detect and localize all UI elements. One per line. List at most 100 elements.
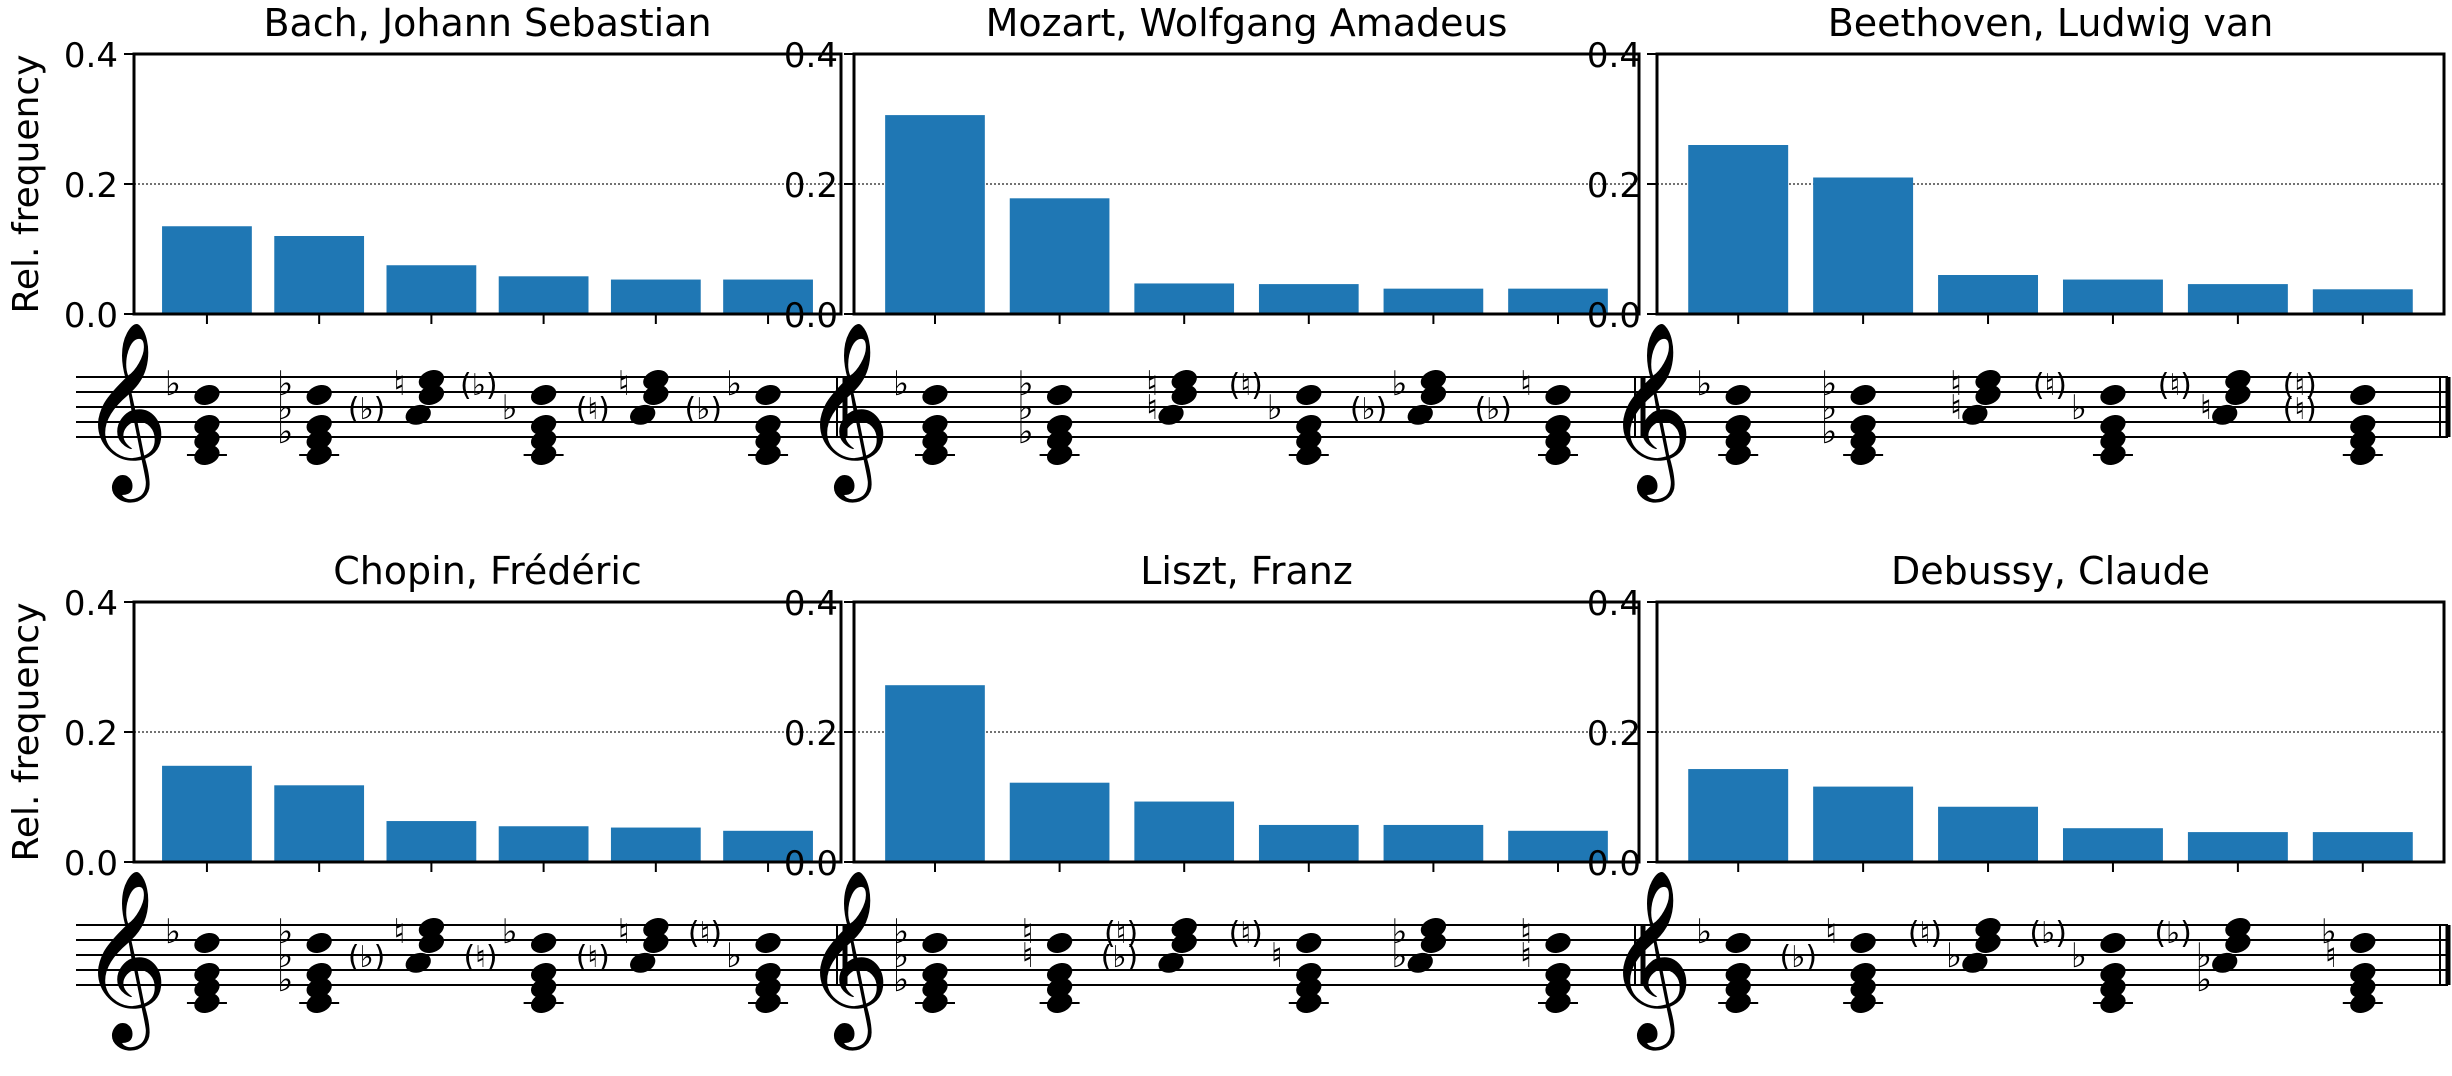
natural-icon: ♮ (393, 912, 405, 952)
flat-icon: ♭ (277, 912, 293, 952)
chord: ♭(♮) (463, 912, 564, 1013)
notehead (530, 385, 557, 405)
notehead (2350, 385, 2376, 405)
notehead (405, 404, 431, 425)
natural-icon: (♮) (688, 916, 722, 951)
notehead (1725, 978, 1751, 998)
notehead (1171, 385, 1197, 405)
flat-icon: ♭ (277, 936, 293, 976)
notehead (2225, 933, 2251, 953)
notehead (1545, 415, 1571, 435)
treble-clef-icon: 𝄞 (80, 321, 169, 503)
bar (723, 279, 813, 314)
chord: ♭♭♭ (893, 912, 955, 1013)
flat-icon: (♭) (348, 940, 386, 975)
natural-icon: (♮) (1229, 916, 1263, 951)
notehead (530, 978, 557, 998)
natural-icon: ♮ (1021, 912, 1033, 952)
notehead (1850, 933, 1876, 953)
notehead (1420, 370, 1447, 390)
natural-icon: ♮ (393, 364, 405, 404)
notehead (922, 415, 948, 435)
notehead (405, 952, 431, 973)
notehead (643, 370, 669, 390)
y-axis-label: Rel. frequency (6, 603, 47, 862)
y-tick-label: 0.2 (784, 166, 838, 206)
bar (2187, 832, 2288, 862)
flat-icon: ♭ (1821, 388, 1837, 428)
flat-icon: ♭ (1391, 912, 1407, 952)
notehead (2100, 933, 2126, 953)
flat-icon: (♭) (1474, 392, 1512, 427)
notehead (194, 430, 220, 450)
axes-frame (852, 600, 1641, 864)
bar (1258, 284, 1359, 314)
flat-icon: ♭ (893, 364, 909, 404)
chord: (♮)(♭) (1101, 916, 1197, 975)
natural-icon: (♮) (2033, 368, 2067, 403)
flat-icon: ♭ (165, 364, 181, 404)
chord: ♮♮ (1520, 912, 1579, 1013)
flat-icon: ♭ (1946, 936, 1962, 976)
notehead (922, 963, 948, 983)
flat-icon: ♭ (1391, 936, 1407, 976)
music-staff: 𝄞 ♭♭♭♮♮(♮)(♭)(♮)♮♭♭♮♮ (798, 869, 1646, 1051)
notehead (922, 430, 948, 450)
notehead (1545, 385, 1571, 405)
natural-icon: ♮ (618, 912, 630, 952)
notehead (2100, 385, 2126, 405)
flat-icon: ♭ (1018, 364, 1034, 404)
chord: ♮(♭) (1780, 912, 1884, 1013)
notehead (1046, 978, 1073, 998)
bar (1688, 769, 1789, 862)
notehead (1962, 404, 1988, 425)
notehead (755, 430, 781, 450)
y-tick-label: 0.0 (1587, 296, 1641, 336)
chord: ♭(♭) (684, 364, 789, 465)
y-tick-label: 0.0 (64, 296, 118, 336)
flat-icon: ♭ (726, 936, 742, 976)
notehead (2350, 978, 2376, 998)
treble-clef-icon: 𝄞 (1605, 869, 1694, 1051)
notehead (1046, 963, 1073, 983)
chord: ♮♮ (1146, 364, 1197, 428)
notehead (1171, 933, 1197, 953)
chord: (♮)♭ (1908, 916, 2001, 976)
notehead (2225, 918, 2251, 938)
natural-icon: (♮) (576, 392, 610, 427)
notehead (530, 430, 557, 450)
notehead (1420, 933, 1447, 953)
treble-clef-icon: 𝄞 (802, 869, 891, 1051)
notehead (922, 385, 948, 405)
chord: ♮(♮) (576, 364, 669, 427)
flat-icon: ♭ (277, 388, 293, 428)
notehead (2212, 952, 2238, 973)
music-staff: 𝄞 ♭ ♮(♭)(♮)♭(♭)♭(♭)♭♭♭♮ (1601, 869, 2451, 1051)
bar (2312, 289, 2413, 314)
chord: ♭ (165, 912, 227, 1013)
flat-icon: ♭ (502, 912, 518, 952)
chord: ♮(♭) (1474, 364, 1579, 465)
notehead (2100, 415, 2126, 435)
notehead (306, 978, 332, 998)
flat-icon: ♭ (2071, 388, 2087, 428)
notehead (2225, 385, 2251, 405)
chord: ♮♮ (1021, 912, 1080, 1013)
notehead (306, 933, 332, 953)
notehead (1046, 385, 1073, 405)
y-tick-label: 0.0 (784, 296, 838, 336)
notehead (1725, 963, 1751, 983)
y-tick-label: 0.2 (784, 714, 838, 754)
bar (1009, 782, 1110, 862)
natural-icon: ♮ (1271, 936, 1283, 976)
notehead (1545, 978, 1571, 998)
notehead (1850, 430, 1876, 450)
notehead (306, 963, 332, 983)
notehead (306, 415, 332, 435)
notehead (755, 978, 781, 998)
flat-icon: ♭ (2071, 936, 2087, 976)
notehead (1420, 918, 1447, 938)
chart-panel-4: Chopin, Frédéric Rel. frequency 0.0 0.2 0.4 𝄞… (6, 549, 848, 1051)
